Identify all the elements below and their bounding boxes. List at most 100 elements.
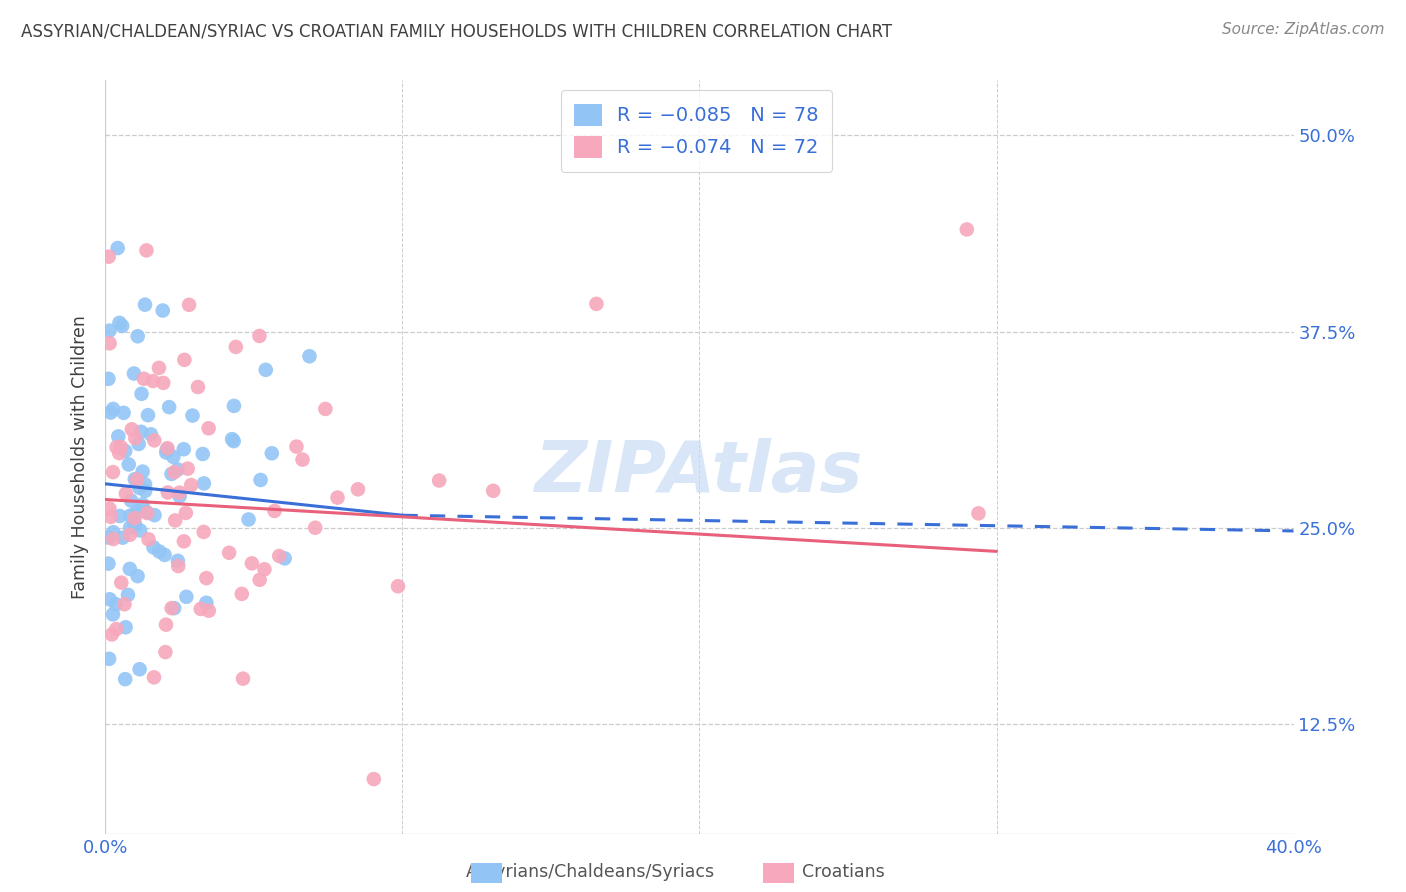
Point <box>101 465 124 479</box>
Point <box>129 524 152 538</box>
Point <box>105 598 128 612</box>
Point <box>124 518 146 533</box>
Point <box>160 467 183 481</box>
Point <box>347 483 370 497</box>
Point <box>482 483 505 498</box>
Point <box>97 557 120 571</box>
Point <box>173 352 195 367</box>
Point <box>118 562 141 576</box>
Point <box>155 445 177 459</box>
Point <box>98 652 121 666</box>
Point <box>156 485 179 500</box>
Point <box>173 442 195 457</box>
Point <box>165 513 187 527</box>
Point <box>232 672 254 686</box>
Point <box>98 501 121 516</box>
Point <box>135 244 157 258</box>
Point <box>298 349 321 363</box>
Point <box>118 528 141 542</box>
Point <box>114 672 136 686</box>
Point <box>157 400 180 414</box>
Point <box>97 250 120 264</box>
Point <box>166 554 188 568</box>
Point <box>142 374 165 388</box>
Point <box>166 462 188 476</box>
Point <box>111 318 134 333</box>
Point <box>162 450 184 464</box>
Point <box>173 534 195 549</box>
Point <box>121 422 143 436</box>
Point <box>249 329 271 343</box>
Point <box>122 514 145 528</box>
Point <box>967 507 990 521</box>
Point <box>222 434 245 449</box>
Point <box>155 645 177 659</box>
Point <box>254 363 277 377</box>
Point <box>163 601 186 615</box>
Point <box>180 478 202 492</box>
Text: Croatians: Croatians <box>803 863 884 881</box>
Point <box>263 504 285 518</box>
Point <box>143 670 166 684</box>
Point <box>190 602 212 616</box>
Point <box>127 329 149 343</box>
Point <box>122 367 145 381</box>
Point <box>260 446 283 460</box>
Point <box>105 440 128 454</box>
Point <box>98 592 121 607</box>
Point <box>174 506 197 520</box>
Point <box>111 531 134 545</box>
Point <box>118 458 141 472</box>
Point <box>167 559 190 574</box>
Point <box>143 434 166 448</box>
Point <box>363 772 385 786</box>
Point <box>176 461 198 475</box>
Point <box>134 298 156 312</box>
Point <box>269 549 291 563</box>
Point <box>218 546 240 560</box>
Point <box>585 297 607 311</box>
Point <box>124 511 146 525</box>
Point <box>101 607 124 622</box>
Point <box>152 376 174 390</box>
Point <box>120 508 142 523</box>
Point <box>101 627 124 641</box>
Point <box>107 241 129 255</box>
Text: Source: ZipAtlas.com: Source: ZipAtlas.com <box>1222 22 1385 37</box>
Point <box>97 372 120 386</box>
Point <box>163 465 186 479</box>
Point <box>197 421 219 435</box>
Point <box>253 562 276 576</box>
Point <box>225 340 247 354</box>
Point <box>108 509 131 524</box>
Point <box>176 590 198 604</box>
Point <box>128 437 150 451</box>
Point <box>956 222 979 236</box>
Text: Assyrians/Chaldeans/Syriacs: Assyrians/Chaldeans/Syriacs <box>465 863 716 881</box>
Point <box>128 481 150 495</box>
Point <box>100 406 122 420</box>
Point <box>153 548 176 562</box>
Point <box>108 446 131 460</box>
Point <box>240 557 263 571</box>
Point <box>114 444 136 458</box>
Point <box>98 324 121 338</box>
Point <box>117 588 139 602</box>
Point <box>314 401 336 416</box>
Point <box>221 432 243 446</box>
Point <box>132 372 155 386</box>
Point <box>177 298 200 312</box>
Text: ZIPAtlas: ZIPAtlas <box>536 438 863 507</box>
Point <box>249 473 271 487</box>
Point <box>105 622 128 636</box>
Point <box>187 380 209 394</box>
Point <box>193 476 215 491</box>
Point <box>110 440 132 454</box>
Point <box>231 587 253 601</box>
Point <box>156 442 179 457</box>
Point <box>125 505 148 519</box>
Point <box>304 521 326 535</box>
Point <box>285 440 308 454</box>
Point <box>129 425 152 439</box>
Point <box>143 508 166 523</box>
